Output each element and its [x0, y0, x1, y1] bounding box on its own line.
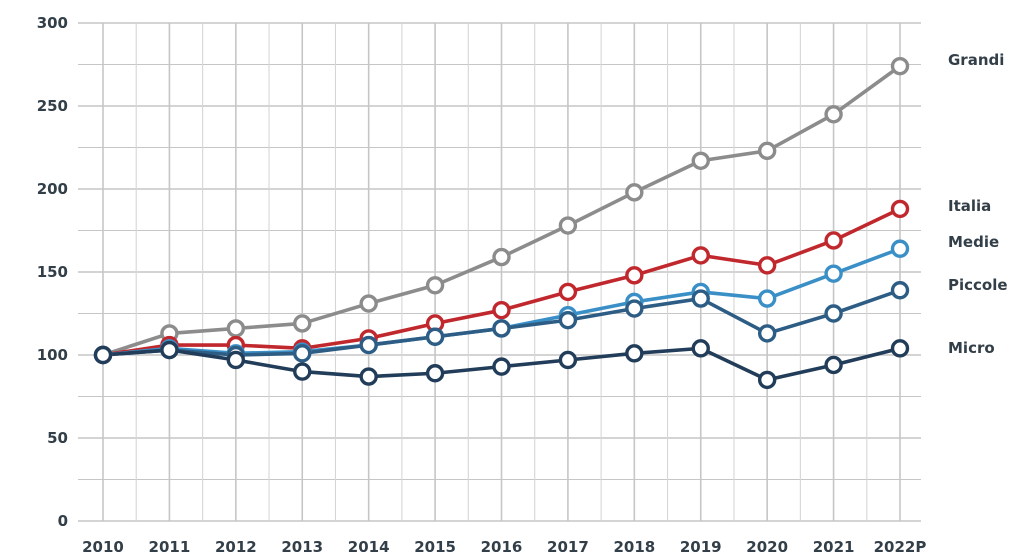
data-point-piccole [558, 310, 578, 330]
x-tick-label: 2019 [680, 538, 722, 556]
data-point-grandi [425, 276, 445, 295]
y-axis: 0 50 100 150 200 250 300 [37, 14, 68, 530]
data-point-micro [558, 350, 578, 370]
data-point-micro [293, 362, 312, 381]
x-tick-label: 2015 [414, 538, 456, 556]
data-point-medie [757, 289, 777, 308]
data-point-grandi [359, 294, 378, 313]
data-point-grandi [492, 247, 511, 267]
data-point-italia [625, 266, 644, 285]
data-point-grandi [293, 314, 312, 333]
data-point-micro [757, 370, 777, 390]
data-point-grandi [824, 105, 843, 124]
data-point-micro [625, 344, 644, 363]
legend-label-italia: Italia [948, 197, 991, 215]
series-points [93, 56, 910, 390]
x-tick-label: 2017 [547, 538, 589, 556]
data-point-micro [359, 367, 378, 386]
x-tick-label: 2022P [874, 538, 927, 556]
x-tick-label: 2013 [281, 538, 323, 556]
data-point-piccole [824, 304, 843, 323]
y-tick-label: 0 [58, 512, 68, 530]
data-point-medie [890, 239, 910, 258]
data-point-italia [558, 282, 578, 302]
data-point-piccole [425, 327, 445, 346]
data-point-piccole [890, 281, 910, 300]
y-tick-label: 100 [37, 346, 68, 364]
data-point-italia [824, 231, 843, 250]
data-point-micro [824, 355, 843, 375]
y-tick-label: 250 [37, 97, 68, 115]
y-tick-label: 150 [37, 263, 68, 281]
y-tick-label: 200 [37, 180, 68, 198]
data-point-micro [425, 364, 445, 383]
x-tick-label: 2018 [613, 538, 655, 556]
y-tick-label: 300 [37, 14, 68, 32]
data-point-micro [93, 345, 113, 365]
legend-label-medie: Medie [948, 233, 999, 251]
data-point-micro [226, 350, 246, 370]
data-point-piccole [625, 299, 644, 318]
data-point-grandi [691, 151, 710, 170]
data-point-grandi [558, 216, 578, 235]
legend-label-micro: Micro [948, 339, 995, 357]
legend: Grandi Italia Medie Piccole Micro [948, 51, 1008, 357]
data-point-italia [691, 246, 710, 265]
data-point-medie [824, 264, 843, 283]
data-point-italia [757, 256, 777, 275]
x-axis: 2010 2011 2012 2013 2014 2015 2016 2017 2018 2019… [82, 538, 926, 556]
x-tick-label: 2016 [481, 538, 523, 556]
data-point-micro [890, 339, 910, 358]
legend-label-grandi: Grandi [948, 51, 1004, 69]
data-point-grandi [625, 183, 644, 202]
data-point-piccole [293, 344, 312, 363]
data-point-micro [492, 357, 511, 376]
grid [78, 22, 921, 522]
data-point-piccole [691, 289, 710, 308]
data-point-grandi [226, 319, 246, 338]
x-tick-label: 2011 [149, 538, 191, 556]
x-tick-label: 2012 [215, 538, 257, 556]
x-tick-label: 2014 [348, 538, 390, 556]
x-tick-label: 2021 [813, 538, 855, 556]
x-tick-label: 2020 [746, 538, 788, 556]
legend-label-piccole: Piccole [948, 276, 1008, 294]
y-tick-label: 50 [47, 429, 68, 447]
data-point-piccole [492, 319, 511, 338]
data-point-grandi [890, 56, 910, 76]
data-point-italia [492, 300, 511, 320]
x-tick-label: 2010 [82, 538, 124, 556]
data-point-micro [160, 340, 179, 360]
data-point-micro [691, 339, 710, 358]
data-point-piccole [757, 324, 777, 343]
data-point-grandi [757, 141, 777, 161]
data-point-piccole [359, 335, 378, 355]
data-point-italia [890, 199, 910, 219]
